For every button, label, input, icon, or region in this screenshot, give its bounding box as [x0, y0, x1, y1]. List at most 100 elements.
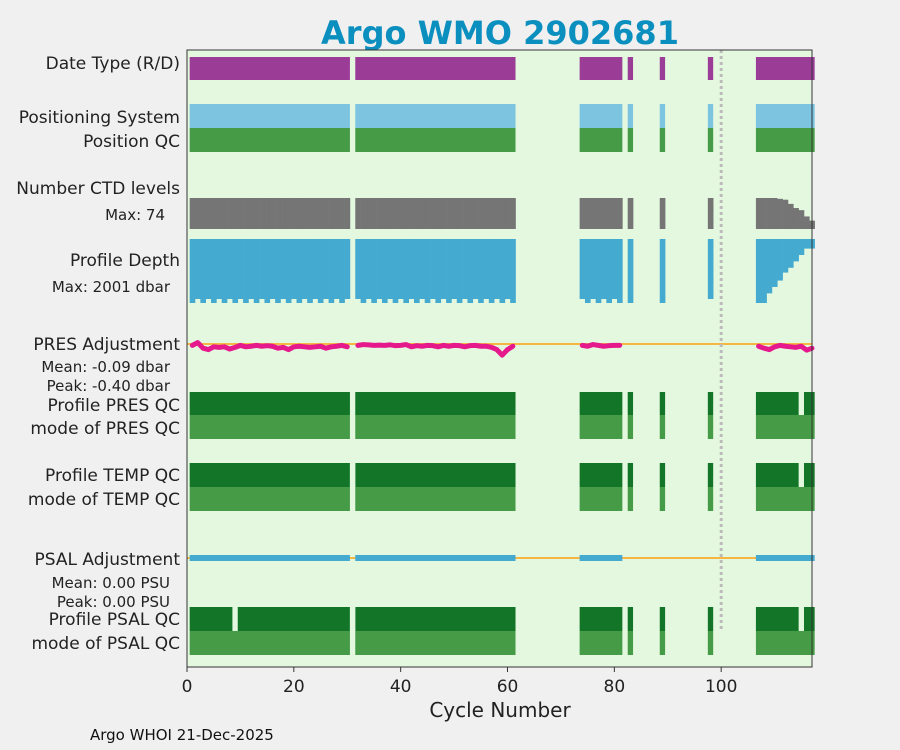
profile-depth-bar-cycle-12 [248, 239, 255, 299]
ctd-levels-bar-cycle-33 [360, 198, 367, 229]
positioning-system-bar-segment-0 [189, 104, 350, 128]
profile-depth-bar-cycle-79 [606, 239, 612, 303]
profile-depth-bar-cycle-41 [403, 239, 409, 303]
date-type-bar-segment-4 [659, 57, 666, 80]
ctd-levels-bar-cycle-60 [504, 198, 511, 229]
label-profile-pres-qc: Profile PRES QC [47, 396, 180, 416]
ctd-levels-bar-cycle-77 [595, 198, 602, 229]
profile-depth-bar-cycle-48 [440, 239, 447, 299]
profile-depth-bar-cycle-37 [381, 239, 388, 303]
label-mode-pres-qc: mode of PRES QC [30, 419, 180, 439]
ctd-levels-bar-cycle-7 [221, 198, 228, 229]
x-tick-label-60: 60 [497, 677, 519, 697]
profile-depth-bar-cycle-116 [803, 239, 810, 249]
mode-pres-qc-bar-segment-4 [659, 415, 666, 439]
footer-credit: Argo WHOI 21-Dec-2025 [90, 726, 274, 744]
ctd-levels-bar-cycle-41 [403, 198, 409, 229]
profile-depth-bar-cycle-78 [600, 239, 607, 299]
mode-psal-qc-bar-segment-2 [579, 631, 623, 655]
ctd-levels-bar-cycle-28 [333, 198, 340, 229]
ctd-levels-bar-cycle-89 [659, 198, 666, 229]
label-position-qc: Position QC [83, 132, 180, 152]
profile-depth-bar-cycle-35 [371, 239, 377, 303]
position-qc-bar-segment-1 [355, 128, 516, 152]
profile-depth-bar-cycle-51 [456, 239, 463, 303]
ctd-levels-bar-cycle-30 [344, 198, 351, 229]
mode-temp-qc-bar-segment-6 [755, 487, 815, 511]
profile-depth-bar-cycle-7 [221, 239, 228, 303]
ctd-levels-bar-cycle-115 [798, 210, 805, 229]
profile-pres-qc-bar-segment-4 [659, 392, 666, 415]
ctd-levels-bar-cycle-113 [787, 203, 794, 229]
plot-background [187, 50, 812, 667]
label-profile-psal-qc: Profile PSAL QC [49, 610, 180, 630]
profile-depth-bar-cycle-52 [462, 239, 468, 299]
date-type-bar-segment-2 [579, 57, 623, 80]
mode-psal-qc-bar-segment-3 [627, 631, 634, 655]
profile-depth-bar-cycle-25 [317, 239, 324, 303]
profile-depth-bar-cycle-89 [659, 239, 666, 303]
profile-temp-qc-bar-segment-6 [755, 463, 815, 487]
ctd-levels-bar-cycle-11 [243, 198, 249, 229]
mode-temp-qc-bar-segment-4 [659, 487, 666, 511]
ctd-levels-bar-cycle-76 [590, 198, 596, 229]
profile-depth-bar-cycle-74 [579, 239, 586, 299]
label-pres-adjustment: PRES Adjustment [33, 335, 180, 355]
x-axis: 0 20 40 60 80 100 [182, 667, 737, 697]
profile-psal-qc-bar-light-cycle-31 [349, 607, 356, 631]
profile-temp-qc-bar-segment-0 [189, 463, 350, 487]
ctd-levels-bar-cycle-55 [478, 198, 484, 229]
position-qc-bar-segment-5 [707, 128, 714, 152]
ctd-levels-bar-cycle-98 [707, 198, 714, 229]
profile-depth-bar-cycle-61 [510, 239, 516, 303]
ctd-levels-bar-cycle-9 [232, 198, 239, 229]
profile-depth-bar-cycle-3 [200, 239, 206, 303]
position-qc-bar-segment-2 [579, 128, 623, 152]
label-mode-psal-qc: mode of PSAL QC [31, 634, 180, 654]
ctd-levels-bar-cycle-15 [264, 198, 271, 229]
profile-depth-bar-cycle-60 [504, 239, 511, 299]
ctd-levels-bar-cycle-79 [606, 198, 612, 229]
profile-depth-bar-cycle-33 [360, 239, 367, 303]
profile-depth-bar-cycle-45 [424, 239, 431, 303]
profile-depth-bar-cycle-49 [446, 239, 452, 303]
ctd-levels-bar-cycle-42 [408, 198, 415, 229]
positioning-system-bar-segment-6 [755, 104, 815, 128]
mode-psal-qc-bar-segment-4 [659, 631, 666, 655]
profile-depth-bar-cycle-38 [387, 239, 393, 299]
ctd-levels-bar-cycle-51 [456, 198, 463, 229]
profile-depth-bar-cycle-80 [611, 239, 618, 299]
profile-depth-bar-cycle-18 [280, 239, 287, 299]
ctd-levels-bar-cycle-39 [392, 198, 399, 229]
profile-temp-qc-bar-segment-2 [579, 463, 623, 487]
ctd-levels-bar-cycle-57 [488, 198, 495, 229]
profile-psal-qc-bar-segment-3 [627, 607, 634, 631]
profile-depth-bar-cycle-17 [275, 239, 281, 303]
profile-depth-bar-cycle-57 [488, 239, 495, 303]
date-type-bar-segment-3 [627, 57, 634, 80]
profile-temp-qc-bar-segment-3 [627, 463, 634, 487]
profile-pres-qc-bar-segment-2 [579, 392, 623, 415]
profile-psal-qc-bar-segment-5 [707, 607, 714, 631]
label-n-ctd-max: Max: 74 [105, 206, 165, 224]
profile-depth-bar-cycle-11 [243, 239, 249, 303]
ctd-levels-bar-cycle-37 [381, 198, 388, 229]
pres-adjustment-series-1 [355, 342, 516, 358]
profile-temp-qc-bar-light-cycle-31 [349, 463, 356, 487]
label-pres-mean: Mean: -0.09 dbar [41, 358, 171, 376]
ctd-levels-bar-cycle-32 [355, 198, 361, 229]
profile-depth-bar-cycle-29 [339, 239, 345, 303]
position-qc-bar-segment-6 [755, 128, 815, 152]
label-pres-peak: Peak: -0.40 dbar [47, 377, 171, 395]
ctd-levels-bar-cycle-48 [440, 198, 447, 229]
profile-depth-bar-cycle-58 [494, 239, 500, 299]
label-positioning-system: Positioning System [19, 108, 180, 128]
ctd-levels-bar-cycle-111 [777, 198, 783, 229]
mode-pres-qc-bar-segment-0 [189, 415, 350, 439]
ctd-levels-bar-cycle-53 [467, 198, 474, 229]
profile-depth-bar-cycle-107 [755, 239, 762, 303]
profile-depth-bar-cycle-75 [584, 239, 591, 303]
label-mode-temp-qc: mode of TEMP QC [28, 490, 180, 510]
profile-depth-bar-cycle-15 [264, 239, 271, 303]
